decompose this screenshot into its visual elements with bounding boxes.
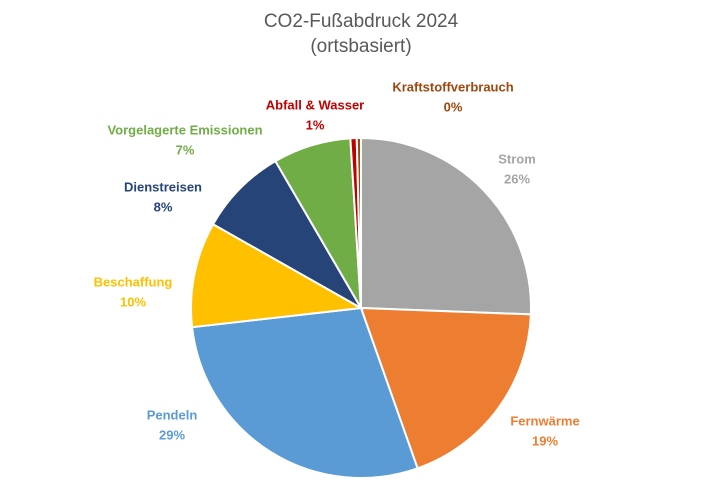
slice-value-label: 8% (154, 199, 173, 214)
chart-subtitle: (ortsbasiert) (310, 36, 411, 57)
pie-slice (190, 306, 419, 479)
slice-label: Vorgelagerte Emissionen (107, 122, 262, 137)
pie-slice (360, 136, 532, 316)
slice-value-label: 10% (120, 294, 146, 309)
pie-slice (355, 136, 362, 309)
slice-label: Kraftstoffverbrauch (392, 79, 513, 94)
slice-label: Fernwärme (510, 413, 579, 428)
slice-label: Dienstreisen (124, 179, 202, 194)
slice-value-label: 29% (159, 427, 185, 442)
slice-value-label: 7% (176, 142, 195, 157)
slice-label: Beschaffung (94, 274, 173, 289)
slice-value-label: 26% (504, 171, 530, 186)
slice-label: Pendeln (147, 407, 198, 422)
chart-title: CO2-Fußabdruck 2024 (264, 11, 459, 32)
slice-value-label: 19% (532, 433, 558, 448)
pie-slice (211, 159, 364, 311)
slice-label: Strom (498, 151, 536, 166)
slice-value-label: 0% (444, 99, 463, 114)
pie-slice (190, 222, 365, 329)
slice-value-label: 1% (306, 117, 325, 132)
slice-label: Abfall & Wasser (266, 97, 365, 112)
